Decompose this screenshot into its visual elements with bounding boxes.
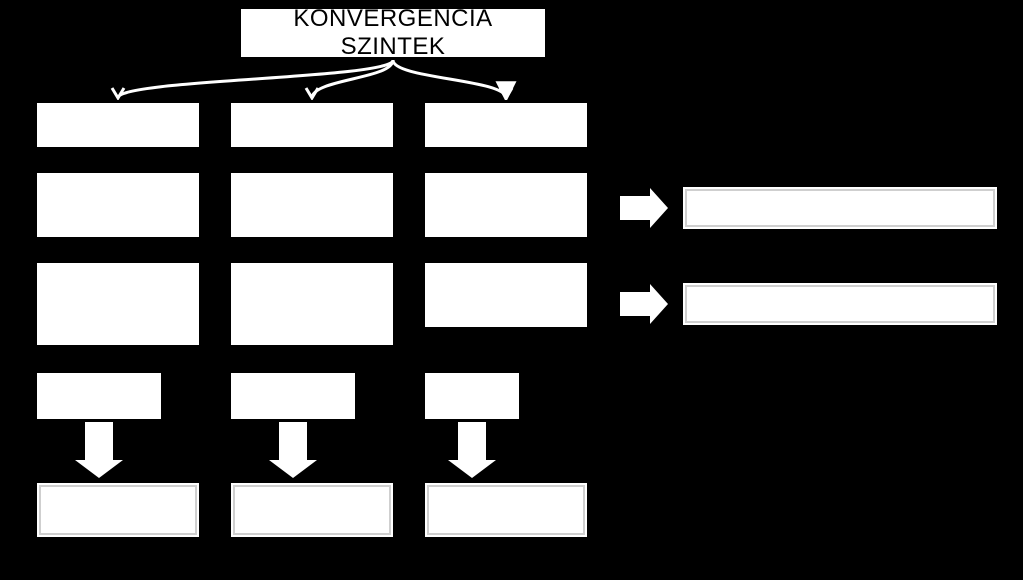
node-c2r2 bbox=[228, 170, 396, 240]
node-c1r4 bbox=[34, 370, 164, 422]
node-c3r2 bbox=[422, 170, 590, 240]
node-c1r2 bbox=[34, 170, 202, 240]
node-c3r4 bbox=[422, 370, 522, 422]
right-arrow bbox=[620, 284, 668, 324]
node-c1r1 bbox=[34, 100, 202, 150]
node-c2r5 bbox=[228, 480, 396, 540]
brace-arrow-tip bbox=[500, 88, 512, 98]
brace-connector bbox=[118, 60, 506, 98]
node-c1r3 bbox=[34, 260, 202, 348]
node-c2r3 bbox=[228, 260, 396, 348]
title-box: KONVERGENCIA SZINTEK bbox=[238, 6, 548, 60]
node-s1 bbox=[680, 184, 1000, 232]
title-text: KONVERGENCIA SZINTEK bbox=[241, 5, 545, 61]
node-s2 bbox=[680, 280, 1000, 328]
node-c1r5 bbox=[34, 480, 202, 540]
down-arrow bbox=[448, 422, 496, 478]
node-c3r5 bbox=[422, 480, 590, 540]
node-c2r1 bbox=[228, 100, 396, 150]
node-c2r4 bbox=[228, 370, 358, 422]
down-arrow bbox=[269, 422, 317, 478]
brace-arrow-tip bbox=[112, 88, 124, 98]
right-arrow bbox=[620, 188, 668, 228]
node-c3r3 bbox=[422, 260, 590, 330]
brace-arrow-tip bbox=[306, 88, 318, 98]
node-c3r1 bbox=[422, 100, 590, 150]
down-arrow bbox=[75, 422, 123, 478]
